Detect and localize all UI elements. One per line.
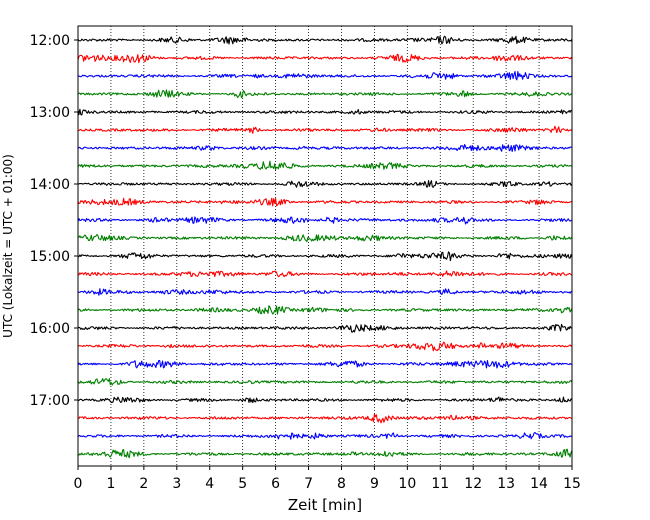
trace-1400 — [77, 180, 573, 188]
x-tick-label: 6 — [271, 476, 280, 492]
x-tick-label: 15 — [563, 476, 581, 492]
x-axis-label: Zeit [min] — [288, 496, 362, 514]
x-tick-label: 13 — [497, 476, 515, 492]
x-tick-label: 4 — [205, 476, 214, 492]
trace-1630 — [77, 359, 573, 369]
trace-1715 — [77, 413, 573, 424]
trace-1745 — [77, 448, 573, 459]
trace-group — [77, 35, 573, 459]
x-tick-label: 5 — [238, 476, 247, 492]
y-axis-ticks: 12:00 13:00 14:00 15:00 16:00 17:00 — [30, 33, 78, 409]
trace-1230 — [77, 70, 573, 81]
y-tick-label: 15:00 — [30, 249, 70, 265]
y-tick-label: 13:00 — [30, 105, 70, 121]
trace-1500 — [77, 251, 573, 262]
trace-1200 — [77, 35, 573, 45]
trace-1300 — [77, 108, 573, 116]
y-tick-label: 16:00 — [30, 321, 70, 337]
trace-1545 — [77, 305, 573, 315]
x-tick-label: 3 — [172, 476, 181, 492]
x-tick-label: 2 — [139, 476, 148, 492]
trace-1345 — [77, 160, 573, 171]
y-tick-label: 12:00 — [30, 33, 70, 49]
trace-1615 — [77, 341, 573, 352]
trace-1700 — [77, 396, 573, 404]
trace-1600 — [77, 323, 573, 333]
x-tick-label: 0 — [74, 476, 83, 492]
trace-1415 — [77, 197, 573, 207]
x-tick-label: 11 — [431, 476, 449, 492]
x-tick-label: 12 — [464, 476, 482, 492]
x-tick-label: 1 — [106, 476, 115, 492]
trace-1215 — [77, 53, 573, 64]
trace-1515 — [77, 270, 573, 278]
trace-1730 — [77, 431, 573, 440]
y-tick-label: 17:00 — [30, 393, 70, 409]
trace-1530 — [77, 288, 573, 296]
trace-1330 — [77, 143, 573, 153]
x-axis-ticks: 0 1 2 3 4 5 6 7 8 9 10 11 12 13 14 15 — [74, 466, 581, 492]
x-tick-label: 14 — [530, 476, 548, 492]
trace-1445 — [77, 233, 573, 243]
trace-1315 — [77, 125, 573, 134]
x-tick-label: 8 — [337, 476, 346, 492]
trace-1430 — [77, 216, 573, 225]
x-tick-label: 10 — [398, 476, 416, 492]
plot-frame — [77, 25, 573, 467]
vertical-grid — [110, 26, 540, 466]
x-tick-label: 7 — [304, 476, 313, 492]
y-axis-label: UTC (Lokalzeit = UTC + 01:00) — [1, 154, 15, 338]
trace-1645 — [77, 378, 573, 386]
trace-1245 — [77, 89, 573, 99]
y-tick-label: 14:00 — [30, 177, 70, 193]
x-tick-label: 9 — [370, 476, 379, 492]
